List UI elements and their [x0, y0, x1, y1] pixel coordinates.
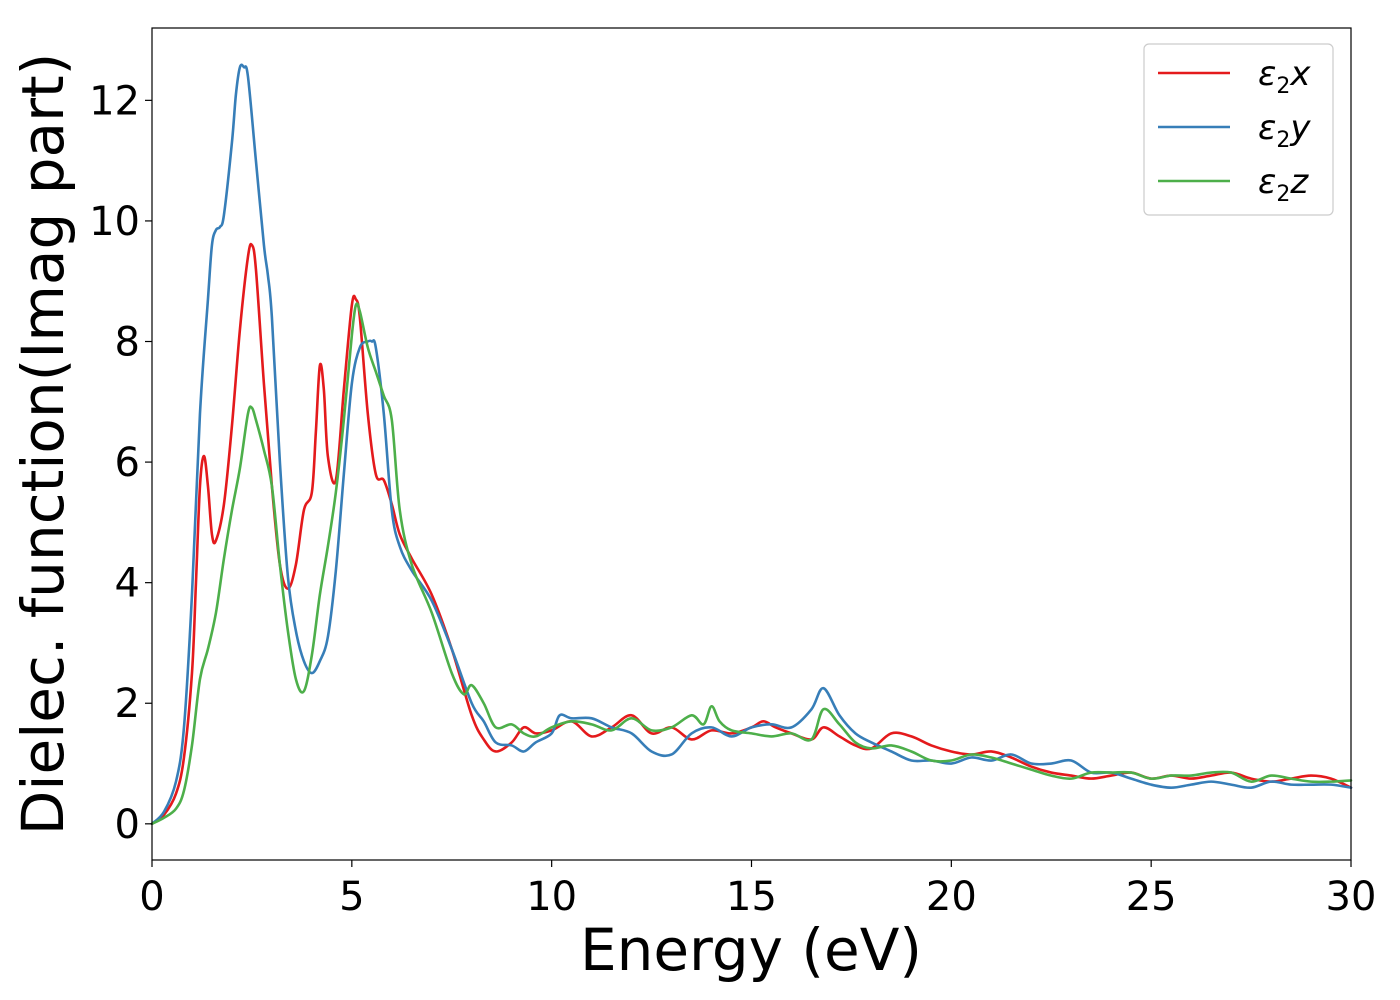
series-line-y — [150, 63, 1353, 826]
y-tick-label: 0 — [115, 802, 140, 848]
legend-box — [1143, 43, 1334, 216]
y-tick-label: 6 — [115, 440, 140, 486]
legend-label-x: ε2x — [1258, 54, 1311, 99]
legend-label-y: ε2y — [1258, 108, 1311, 153]
x-tick-label: 25 — [1126, 874, 1177, 920]
y-axis: 0 2 4 6 8 10 12 — [89, 78, 152, 848]
x-tick-label: 30 — [1326, 874, 1377, 920]
x-tick-label: 20 — [926, 874, 977, 920]
y-tick-label: 4 — [115, 561, 140, 607]
x-tick-label: 5 — [339, 874, 364, 920]
x-axis: 0 5 10 15 20 25 30 — [139, 860, 1376, 920]
x-axis-title: Energy (eV) — [580, 916, 922, 984]
series-line-z — [150, 302, 1353, 826]
y-tick-label: 2 — [115, 681, 140, 727]
y-axis-title: Dielec. function(Imag part) — [9, 53, 77, 836]
x-tick-label: 10 — [526, 874, 577, 920]
y-tick-label: 10 — [89, 199, 140, 245]
legend: ε2x ε2y ε2z — [1143, 43, 1334, 216]
y-tick-label: 8 — [115, 320, 140, 366]
legend-label-z: ε2z — [1258, 162, 1309, 207]
series-line-x — [150, 242, 1353, 826]
y-tick-label: 12 — [89, 78, 140, 124]
series-layer — [150, 63, 1353, 826]
x-tick-label: 0 — [139, 874, 164, 920]
x-tick-label: 15 — [726, 874, 777, 920]
